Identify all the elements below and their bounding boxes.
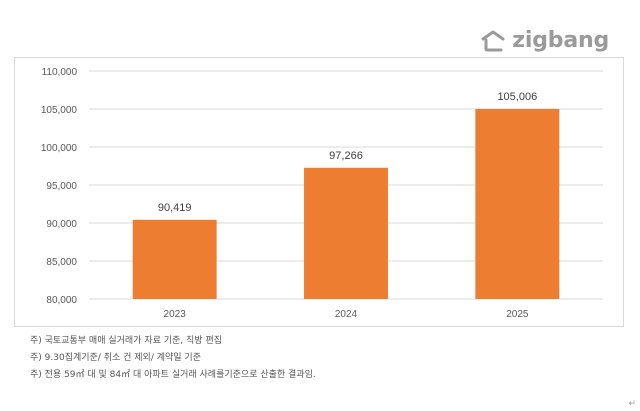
- footnote-criteria: 주) 9.30집계기준/ 취소 건 제외/ 계약일 기준: [30, 353, 201, 363]
- chart-container: 80,000 85,000 90,000 95,000 100,000 105,000 11…: [14, 57, 624, 327]
- brand-logo: zigbang: [480, 28, 609, 53]
- y-tick-label: 95,000: [46, 181, 77, 192]
- x-tick-label: 2024: [335, 309, 358, 320]
- x-tick-label: 2025: [506, 309, 529, 320]
- footnotes: 주) 국토교통부 매매 실거래가 자료 기준, 직방 편집 주) 9.30집계기…: [30, 333, 316, 384]
- y-tick-label: 90,000: [46, 219, 77, 230]
- data-label: 90,419: [158, 202, 192, 214]
- data-label: 97,266: [329, 150, 363, 162]
- footnote-source: 주) 국토교통부 매매 실거래가 자료 기준, 직방 편집: [30, 336, 222, 346]
- y-tick-label: 110,000: [42, 67, 78, 78]
- data-label: 105,006: [497, 91, 537, 103]
- brand-name: zigbang: [512, 28, 609, 53]
- bar: [132, 219, 217, 299]
- y-tick-label: 85,000: [46, 257, 77, 268]
- bar-chart: 80,000 85,000 90,000 95,000 100,000 105,000 11…: [41, 67, 603, 320]
- footnote-scope: 주) 전용 59㎡ 대 및 84㎡ 대 아파트 실거래 사례를기준으로 산출한 …: [30, 370, 316, 380]
- x-tick-label: 2023: [164, 309, 187, 320]
- bar: [475, 108, 560, 299]
- bar: [304, 167, 388, 299]
- y-tick-label: 80,000: [46, 295, 77, 306]
- y-tick-label: 100,000: [41, 143, 78, 154]
- y-tick-label: 105,000: [41, 105, 78, 116]
- zigbang-house-icon: [481, 30, 505, 51]
- paragraph-mark: ↵: [628, 398, 636, 408]
